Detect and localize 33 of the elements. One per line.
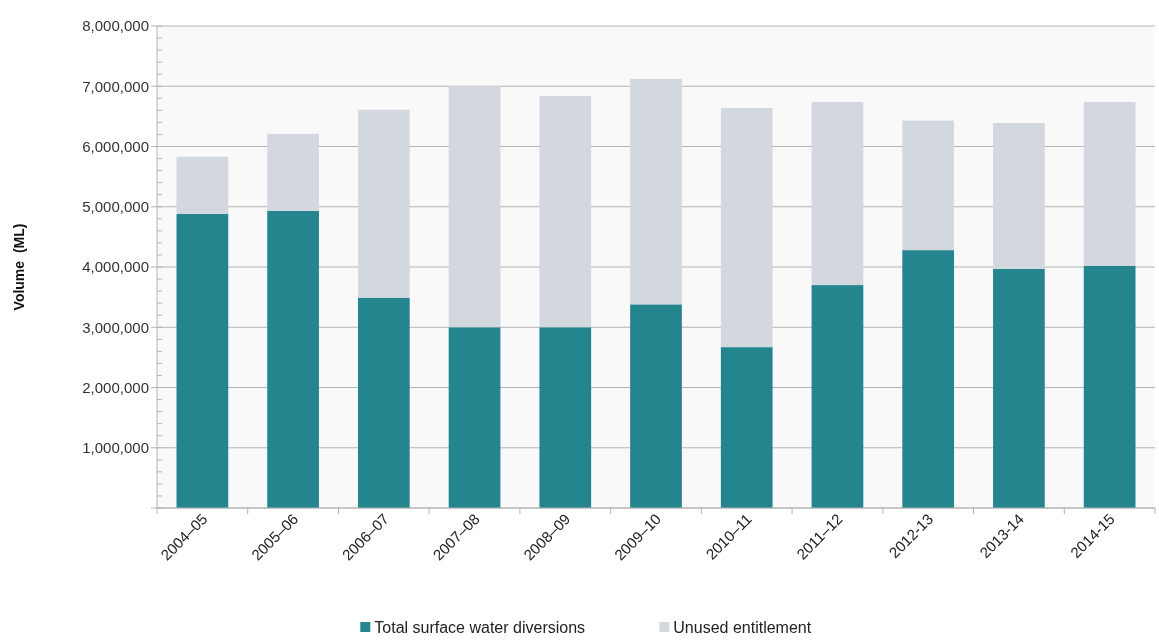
bar bbox=[811, 101, 864, 286]
y-axis-title: Volume (ML) bbox=[11, 223, 27, 311]
bar bbox=[539, 327, 592, 508]
y-tick-label: 5,000,000 bbox=[82, 198, 149, 215]
bar bbox=[630, 304, 682, 508]
bar bbox=[811, 285, 864, 508]
bar bbox=[357, 109, 410, 298]
legend-label: Total surface water diversions bbox=[374, 619, 586, 636]
bar bbox=[357, 297, 410, 508]
bar bbox=[630, 79, 682, 305]
y-tick-label: 6,000,000 bbox=[82, 137, 149, 155]
bar bbox=[993, 123, 1045, 269]
bar bbox=[267, 133, 319, 211]
y-tick-label: 3,000,000 bbox=[82, 318, 149, 336]
y-tick-label: 7,000,000 bbox=[82, 77, 149, 95]
y-tick-label: 1,000,000 bbox=[82, 439, 149, 456]
bar bbox=[1083, 265, 1136, 508]
bar bbox=[448, 327, 501, 508]
bar bbox=[176, 213, 229, 508]
bar bbox=[267, 210, 319, 508]
bar bbox=[902, 120, 955, 251]
bar bbox=[539, 95, 592, 328]
bar bbox=[448, 86, 501, 328]
y-tick-label: 4,000,000 bbox=[82, 258, 149, 276]
bar bbox=[1083, 101, 1136, 266]
bar bbox=[176, 156, 229, 214]
legend-label: Unused entitlement bbox=[673, 619, 812, 636]
bar bbox=[902, 250, 955, 508]
y-tick-label: 8,000,000 bbox=[82, 17, 149, 35]
bar bbox=[720, 347, 773, 508]
bar bbox=[720, 107, 773, 348]
bar bbox=[993, 268, 1045, 508]
y-tick-label: 2,000,000 bbox=[82, 378, 149, 396]
